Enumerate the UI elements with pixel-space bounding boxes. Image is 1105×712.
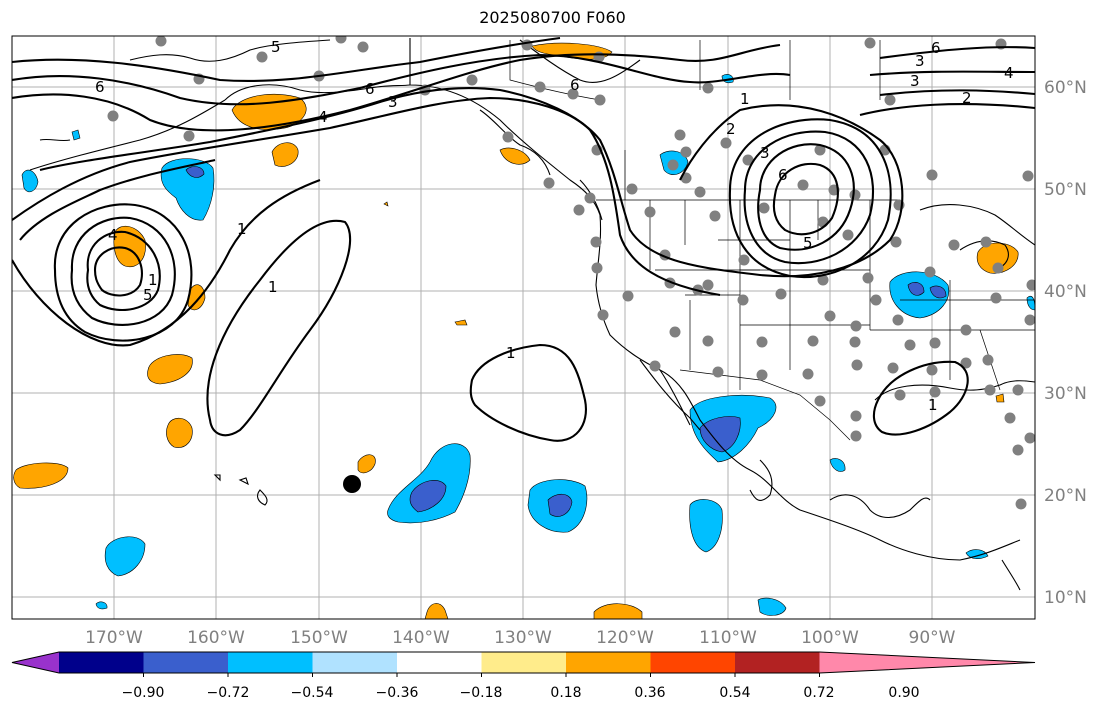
contour-lines: [12, 36, 1035, 442]
colorbar-outline: [11, 651, 1036, 674]
colorbar-segment: [566, 652, 651, 673]
latitude-label: 50°N: [1044, 180, 1087, 200]
colorbar-tick-label: −0.90: [122, 685, 165, 701]
colorbar-tick-label: −0.54: [291, 685, 334, 701]
contour-label: 6: [778, 166, 788, 184]
contour-label-group: 5 6 4 3 6 6 3 2 1 4 1 1 1 3 6 5 2 1 6 3 …: [95, 38, 1014, 414]
colorbar-segment: [228, 652, 313, 673]
colorbar-segment: [312, 652, 398, 673]
colorbar-tick-label: 0.18: [550, 685, 581, 701]
contour-label: 3: [910, 72, 920, 90]
contour-label: 6: [570, 76, 580, 94]
contour-label: 4: [108, 226, 118, 244]
map-title: 2025080700 F060: [479, 8, 626, 27]
contour-label: 6: [931, 39, 941, 57]
longitude-label: 150°W: [290, 628, 348, 648]
longitude-label: 90°W: [909, 628, 956, 648]
contour-label: 4: [318, 108, 328, 126]
colorbar-labels: −0.90 −0.72 −0.54 −0.36 −0.18 0.18 0.36 …: [122, 685, 920, 701]
contour-label: 1: [506, 344, 516, 362]
colorbar-tick-label: 0.72: [803, 685, 834, 701]
longitude-labels: 170°W 160°W 150°W 140°W 130°W 120°W 110°…: [85, 628, 956, 648]
map-frame: [11, 35, 1036, 620]
contour-label: 2: [962, 89, 972, 107]
latitude-label: 60°N: [1044, 78, 1087, 98]
colorbar-tick-label: −0.72: [207, 685, 250, 701]
latitude-label: 30°N: [1044, 384, 1087, 404]
longitude-label: 100°W: [801, 628, 859, 648]
contour-label: 6: [95, 78, 105, 96]
contour-label: 1: [237, 220, 247, 238]
colorbar-extend-low: [12, 652, 59, 673]
contour-label: 3: [388, 93, 398, 111]
longitude-label: 170°W: [85, 628, 143, 648]
colorbar-tick-label: −0.36: [376, 685, 419, 701]
contour-label: 1: [928, 396, 938, 414]
gridlines: [12, 36, 1035, 619]
colorbar-segment: [735, 652, 820, 673]
colorbar-tick-label: −0.18: [460, 685, 503, 701]
latitude-label: 40°N: [1044, 282, 1087, 302]
longitude-label: 130°W: [494, 628, 552, 648]
contour-label: 5: [143, 286, 153, 304]
contour-label: 5: [271, 38, 281, 56]
contour-label: 5: [803, 234, 813, 252]
colorbar-segment: [397, 652, 482, 673]
contour-label: 1: [148, 271, 158, 289]
colorbar-extend-high: [819, 652, 1035, 673]
contour-label: 1: [740, 90, 750, 108]
longitude-label: 160°W: [187, 628, 245, 648]
station-markers: [107, 36, 1035, 510]
coastlines: [29, 38, 1035, 591]
colorbar: [11, 651, 1036, 677]
contour-label: 3: [760, 144, 770, 162]
location-marker: [343, 475, 361, 493]
latitude-label: 10°N: [1044, 588, 1087, 608]
contour-label: 1: [268, 278, 278, 296]
contour-label: 3: [915, 52, 925, 70]
colorbar-segment: [650, 652, 736, 673]
colorbar-tick-label: 0.54: [719, 685, 750, 701]
contour-label: 4: [1004, 64, 1014, 82]
colorbar-segment: [59, 652, 144, 673]
colorbar-tick-label: 0.36: [634, 685, 665, 701]
latitude-labels: 60°N 50°N 40°N 30°N 20°N 10°N: [1044, 78, 1087, 608]
longitude-label: 110°W: [699, 628, 757, 648]
colorbar-tick-label: 0.90: [888, 685, 919, 701]
colorbar-segment: [481, 652, 567, 673]
latitude-label: 20°N: [1044, 486, 1087, 506]
contour-label: 6: [365, 80, 375, 98]
longitude-label: 140°W: [392, 628, 450, 648]
longitude-label: 120°W: [596, 628, 654, 648]
contour-label: 2: [726, 120, 736, 138]
colorbar-segment: [143, 652, 229, 673]
